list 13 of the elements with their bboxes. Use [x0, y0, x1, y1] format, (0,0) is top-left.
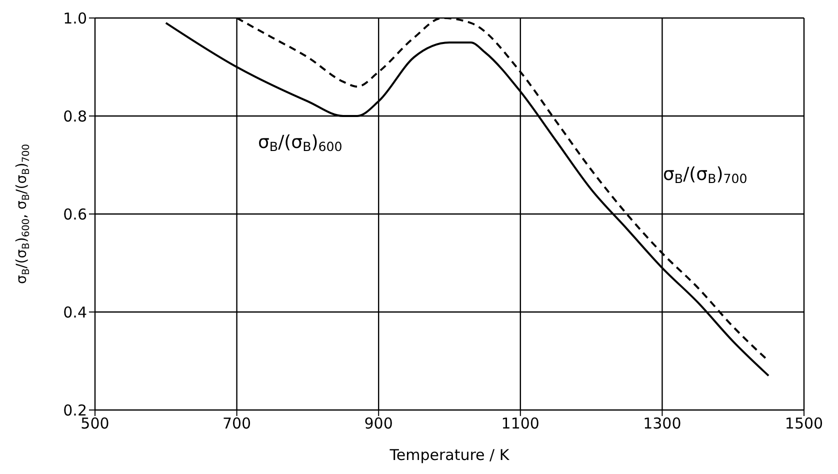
- x-tick-label: 700: [222, 414, 252, 433]
- y-tick-label: 0.8: [63, 107, 87, 126]
- x-tick-label: 1500: [784, 414, 824, 433]
- y-tick-label: 0.6: [63, 205, 87, 224]
- x-tick-label: 1100: [501, 414, 540, 433]
- x-tick-label: 900: [364, 414, 393, 433]
- x-tick-label: 1300: [643, 414, 682, 433]
- y-tick-label: 1.0: [63, 9, 87, 28]
- x-tick-label: 500: [80, 414, 110, 433]
- y-tick-label: 0.4: [63, 303, 87, 322]
- series-label: σ$_{B}$/(σ$_{B}$)$_{600}$: [258, 132, 342, 154]
- text: σ$_{B}$/(σ$_{B}$)$_{700}$: [663, 164, 748, 186]
- x-axis-title: Temperature / K: [388, 446, 510, 464]
